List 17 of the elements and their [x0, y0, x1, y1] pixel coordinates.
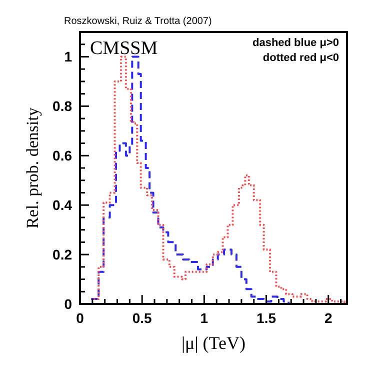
y-tick-label: 1 [64, 48, 72, 65]
y-tick-label: 0.8 [52, 98, 72, 114]
x-tick-label: 2 [324, 310, 332, 326]
annotation: dotted red μ<0 [262, 52, 339, 64]
text: Roszkowski, Ruiz & Trotta (2007) [64, 16, 212, 27]
annotation: dashed blue μ>0 [252, 37, 339, 49]
x-tick-label: 1 [200, 310, 208, 326]
x-tick-label: 1.5 [256, 310, 276, 326]
y-tick-label: 0.4 [52, 196, 72, 213]
x-tick-label: 0 [76, 310, 84, 326]
y-axis-title: Rel. prob. density [23, 107, 42, 228]
y-tick-label: 0 [64, 296, 72, 312]
x-tick-label: 0.5 [132, 310, 152, 326]
annotation: CMSSM [90, 38, 158, 59]
x-axis-title: |μ| (TeV) [181, 333, 246, 353]
y-tick-label: 0.6 [52, 148, 72, 164]
y-tick-label: 0.2 [52, 246, 72, 262]
